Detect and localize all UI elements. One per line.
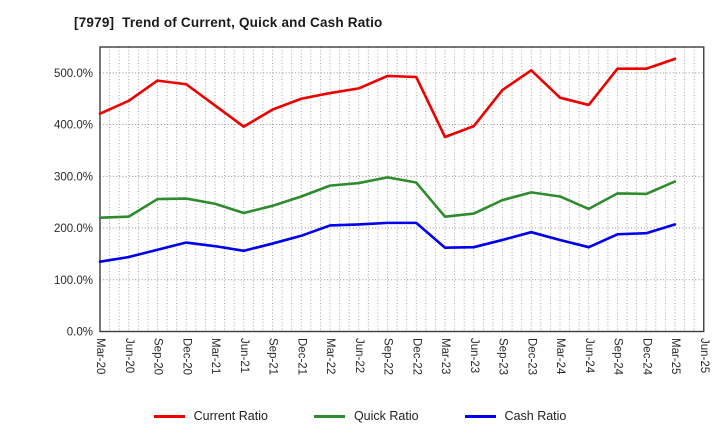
chart-title: [7979] Trend of Current, Quick and Cash … — [74, 15, 383, 30]
series-line-cash-ratio — [98, 221, 677, 263]
x-tick-label: Mar-20 — [94, 338, 106, 374]
chart-legend: Current Ratio Quick Ratio Cash Ratio — [0, 403, 720, 429]
x-tick-label: Sep-22 — [382, 338, 394, 375]
legend-swatch-quick-ratio — [313, 414, 345, 418]
x-tick-label: Dec-24 — [640, 338, 652, 376]
legend-swatch-cash-ratio — [464, 414, 496, 418]
x-tick-label: Dec-23 — [525, 338, 537, 375]
x-tick-label: Dec-20 — [180, 338, 192, 375]
x-tick-label: Jun-22 — [353, 338, 365, 373]
x-tick-label: Dec-21 — [295, 338, 307, 375]
x-tick-label: Jun-20 — [123, 338, 135, 373]
x-tick-label: Dec-22 — [410, 338, 422, 375]
legend-label-current-ratio: Current Ratio — [193, 409, 268, 423]
x-tick-label: Sep-21 — [267, 338, 279, 375]
y-tick-label: 0.0% — [67, 327, 93, 339]
x-tick-label: Sep-20 — [152, 338, 164, 375]
x-tick-label: Mar-21 — [209, 338, 221, 374]
legend-label-cash-ratio: Cash Ratio — [504, 409, 567, 423]
x-tick-label: Sep-24 — [612, 338, 624, 376]
series-line-current-ratio — [98, 57, 677, 139]
x-tick-label: Mar-24 — [554, 338, 566, 375]
legend-item-cash-ratio: Cash Ratio — [464, 409, 567, 423]
y-tick-label: 400.0% — [54, 120, 93, 132]
series-line-quick-ratio — [98, 176, 677, 219]
legend-item-current-ratio: Current Ratio — [153, 409, 268, 423]
x-tick-label: Sep-23 — [497, 338, 509, 375]
legend-swatch-current-ratio — [153, 414, 185, 418]
x-tick-label: Mar-22 — [324, 338, 336, 374]
y-tick-label: 500.0% — [54, 68, 93, 80]
x-tick-label: Jun-23 — [468, 338, 480, 373]
y-tick-label: 200.0% — [54, 223, 93, 235]
x-tick-label: Mar-23 — [439, 338, 451, 374]
plot-border — [99, 46, 705, 333]
x-tick-label: Jun-21 — [238, 338, 250, 373]
x-tick-label: Jun-25 — [698, 338, 710, 373]
legend-label-quick-ratio: Quick Ratio — [353, 409, 419, 423]
y-tick-label: 100.0% — [54, 275, 93, 287]
x-tick-label: Mar-25 — [669, 338, 681, 374]
legend-item-quick-ratio: Quick Ratio — [313, 409, 419, 423]
y-tick-label: 300.0% — [54, 171, 93, 183]
x-tick-label: Jun-24 — [583, 338, 595, 374]
plot-canvas: 0.0% 100.0% 200.0% 300.0% 400.0% 500.0% Mar-20… — [54, 46, 710, 376]
